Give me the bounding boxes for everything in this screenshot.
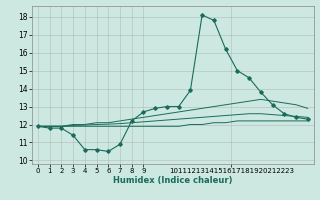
X-axis label: Humidex (Indice chaleur): Humidex (Indice chaleur) — [113, 176, 233, 185]
